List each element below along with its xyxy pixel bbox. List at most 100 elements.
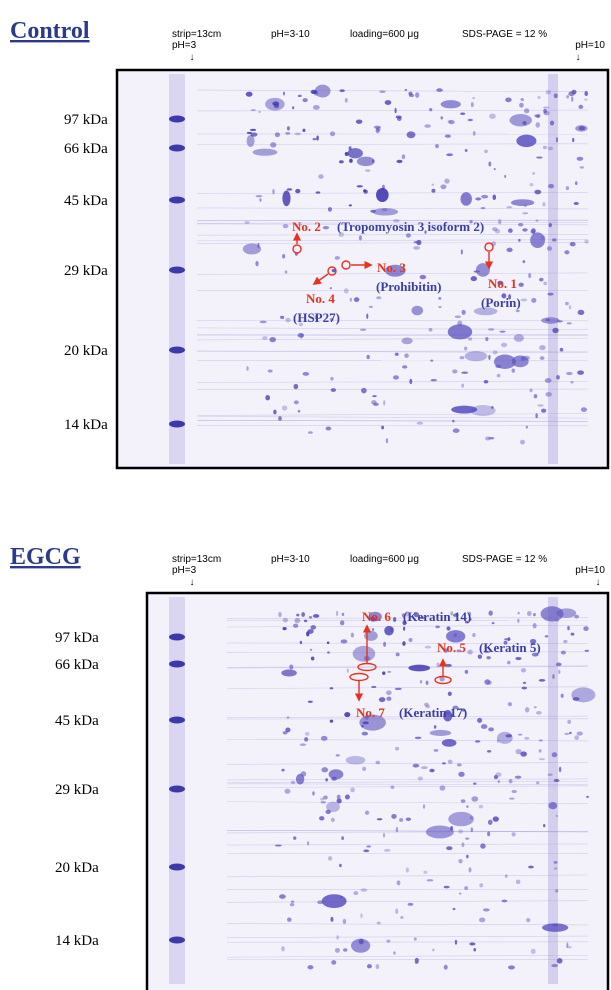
gel-spot	[453, 633, 457, 637]
gel-spot	[196, 388, 589, 391]
gel-spot	[584, 98, 588, 101]
gel-spot	[522, 228, 528, 232]
marker-label: 66 kDa	[55, 657, 99, 673]
gel-spot	[312, 104, 320, 110]
gel-spot	[551, 964, 559, 968]
gel-spot	[262, 336, 268, 340]
gel-spot	[522, 260, 526, 264]
gel-spot	[350, 787, 355, 793]
gel-spot	[353, 891, 359, 896]
gel-spot	[507, 702, 513, 707]
gel-spot	[507, 637, 511, 642]
gel-spot	[301, 612, 306, 617]
gel-spot	[364, 630, 378, 641]
protein-name: (Keratin 5)	[479, 640, 541, 655]
gel-spot	[396, 880, 401, 886]
gel-spot	[443, 964, 448, 970]
gel-spot	[281, 946, 285, 952]
gel-spot	[430, 359, 434, 362]
gel-spot	[436, 662, 440, 668]
gel-spot	[517, 611, 520, 615]
gel-spot	[472, 131, 476, 136]
gel-spot	[551, 752, 558, 758]
gel-spot	[290, 900, 295, 903]
gel-spot	[376, 296, 382, 300]
gel-spot	[342, 918, 347, 925]
gel-spot	[328, 856, 333, 861]
gel-spot	[286, 126, 290, 131]
gel-spot	[330, 376, 334, 381]
gel-spot	[543, 281, 548, 286]
gel-spot	[302, 128, 306, 133]
gel-spot	[480, 843, 486, 849]
gel-spot	[487, 831, 491, 837]
gel-spot	[510, 199, 535, 207]
gel-spot	[169, 346, 185, 354]
gel-spot	[308, 431, 313, 434]
annotations: No. 2 (Tropomyosin 3 isoform 2) No. 3 (P…	[292, 219, 521, 325]
gel-spot	[458, 829, 464, 834]
gel-spot	[506, 660, 511, 665]
gel-spot	[468, 611, 472, 617]
gel-spot	[196, 350, 589, 353]
gel-spot	[284, 270, 288, 274]
gel-spot	[508, 965, 515, 970]
gel-spot	[465, 837, 470, 840]
gel-spot	[196, 234, 589, 236]
gel-spot	[265, 394, 271, 401]
gel-spot	[555, 814, 559, 818]
gel-spot	[464, 669, 469, 674]
gel-spot	[541, 317, 560, 324]
gel-spot	[293, 383, 299, 390]
gel-spot	[488, 437, 495, 440]
gel-spot	[289, 664, 294, 670]
gel-spot	[361, 387, 367, 394]
gel-spot	[246, 134, 255, 147]
gel-spot	[513, 334, 524, 342]
gel-spot	[372, 208, 399, 216]
gel-spot	[338, 232, 345, 238]
gel-spot	[531, 228, 536, 234]
gel-spot	[538, 277, 544, 282]
gel-spot	[458, 858, 463, 864]
gel-spot	[299, 640, 303, 645]
gel-spot	[379, 90, 386, 93]
gel-spot	[552, 238, 557, 242]
gel-spot	[343, 948, 348, 952]
gel-spot	[519, 102, 524, 108]
gel-spot	[282, 254, 286, 259]
gel-spot	[290, 780, 296, 785]
gel-spot	[282, 626, 287, 631]
ph-end: pH=10	[575, 565, 605, 576]
marker-label: 29 kDa	[55, 782, 99, 798]
gel-spot	[312, 791, 315, 796]
gel-spot	[402, 365, 408, 369]
gel-spot	[558, 766, 562, 773]
gel-spot	[429, 107, 433, 112]
gel-spot	[348, 204, 352, 207]
gel-spot	[487, 819, 493, 825]
gel-spot	[415, 92, 420, 98]
gel-spot	[281, 768, 285, 772]
gel-spot	[320, 735, 328, 741]
gel-spot	[384, 625, 394, 636]
gel-spot	[555, 619, 560, 622]
gel-spot	[394, 687, 402, 691]
gel-spot	[413, 241, 420, 244]
gel-spot	[520, 751, 527, 757]
gel-spot	[576, 731, 583, 736]
markers: 97 kDa 66 kDa 45 kDa 29 kDa 20 kDa 14 kD…	[64, 112, 108, 433]
gel-spot	[555, 889, 559, 893]
gel-spot	[281, 669, 297, 677]
protein-name: (Keratin 17)	[399, 705, 467, 720]
gel-spot	[340, 639, 348, 644]
gel-spot	[226, 651, 589, 653]
gel-spot	[452, 428, 460, 433]
gel-spot	[226, 829, 589, 833]
gel-spot	[394, 107, 397, 114]
gel-spot	[552, 327, 559, 334]
gel-spot	[392, 375, 399, 380]
gel-spot	[349, 158, 353, 163]
gel-spot	[258, 110, 261, 114]
gel-spot	[518, 282, 524, 287]
